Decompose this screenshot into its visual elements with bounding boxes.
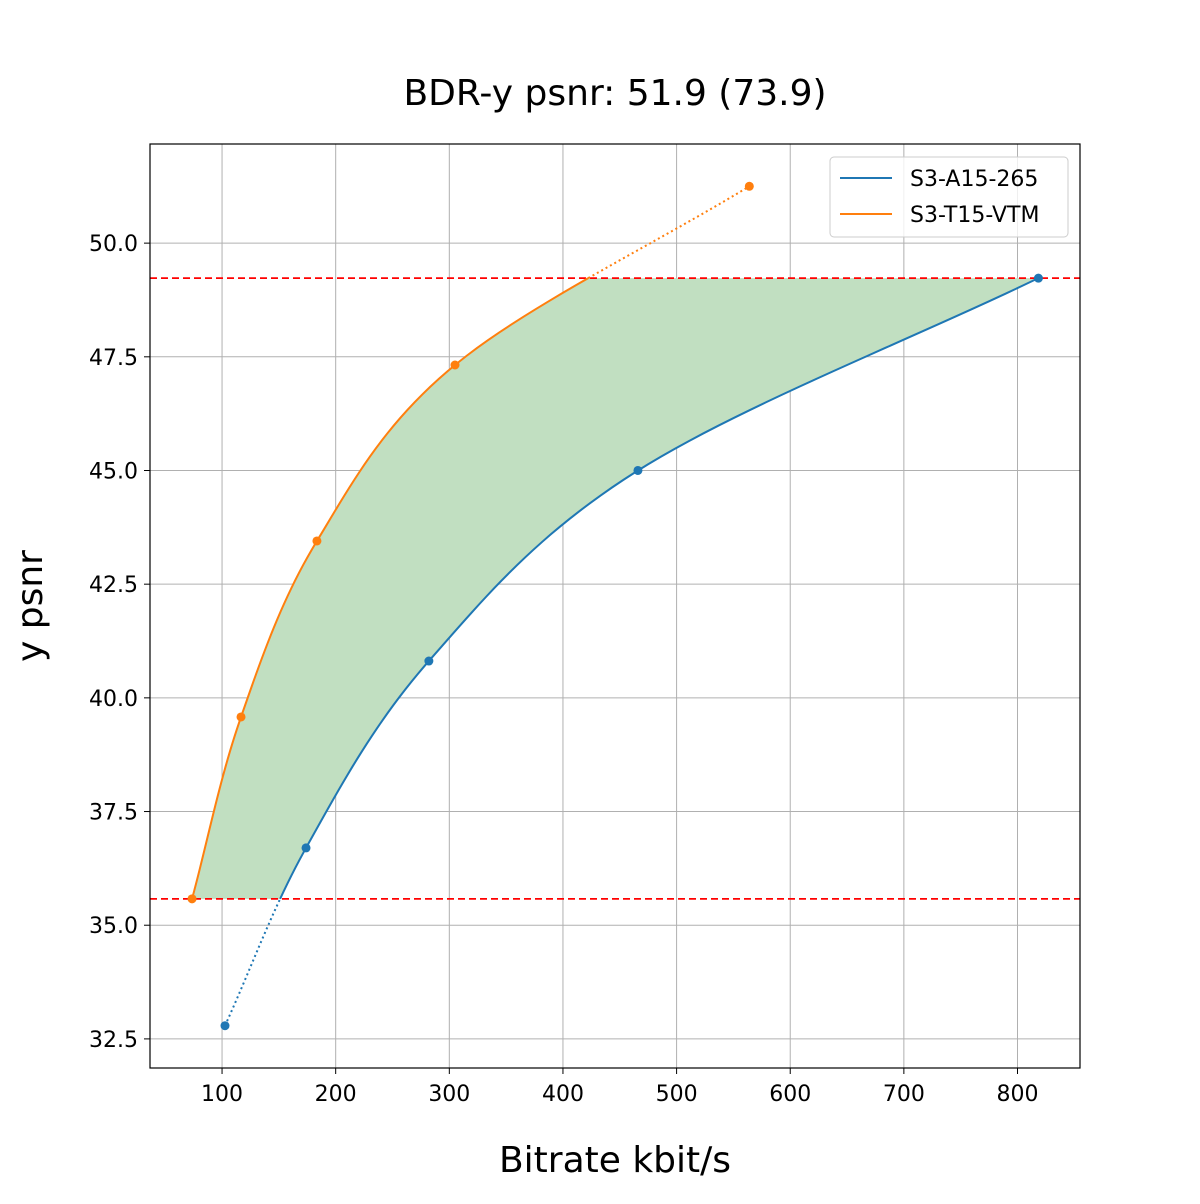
data-point-s3-t15-vtm: [744, 181, 754, 191]
y-tick-label: 45.0: [89, 459, 138, 484]
x-tick-label: 100: [201, 1082, 243, 1107]
x-tick-label: 300: [428, 1082, 470, 1107]
y-tick-label: 37.5: [89, 801, 138, 826]
x-tick-label: 800: [997, 1082, 1039, 1107]
x-axis-label: Bitrate kbit/s: [499, 1140, 731, 1181]
y-tick-label: 32.5: [89, 1028, 138, 1053]
legend: S3-A15-265 S3-T15-VTM: [829, 156, 1069, 238]
x-tick-label: 200: [315, 1082, 357, 1107]
extrapolated-line-s3-t15-vtm: [587, 185, 750, 280]
data-point-s3-a15-265: [220, 1021, 230, 1031]
y-axis-label: y psnr: [10, 550, 51, 662]
series-line-s3-t15-vtm: [191, 277, 589, 900]
data-point-s3-t15-vtm: [450, 360, 460, 370]
y-tick-label: 40.0: [89, 687, 138, 712]
data-point-s3-a15-265: [633, 465, 643, 475]
data-point-s3-t15-vtm: [236, 712, 246, 722]
data-point-s3-a15-265: [1033, 273, 1043, 283]
bdr-area: [192, 278, 1039, 899]
data-point-s3-t15-vtm: [187, 894, 197, 904]
data-point-s3-a15-265: [301, 843, 311, 853]
data-point-s3-t15-vtm: [312, 536, 322, 546]
series-line-s3-a15-265: [279, 277, 1039, 900]
legend-label-s3-t15-vtm: S3-T15-VTM: [910, 203, 1039, 228]
x-tick-label: 600: [769, 1082, 811, 1107]
y-tick-label: 42.5: [89, 573, 138, 598]
y-tick-label: 47.5: [89, 346, 138, 371]
y-tick-label: 35.0: [89, 914, 138, 939]
chart-title: BDR-y psnr: 51.9 (73.9): [403, 73, 826, 114]
plot-frame: [149, 143, 1081, 1069]
x-tick-label: 400: [542, 1082, 584, 1107]
data-point-s3-a15-265: [424, 656, 434, 666]
y-tick-label: 50.0: [89, 232, 138, 257]
x-tick-label: 700: [883, 1082, 925, 1107]
legend-label-s3-a15-265: S3-A15-265: [910, 167, 1038, 192]
extrapolated-line-s3-a15-265: [224, 898, 282, 1027]
x-tick-label: 500: [656, 1082, 698, 1107]
